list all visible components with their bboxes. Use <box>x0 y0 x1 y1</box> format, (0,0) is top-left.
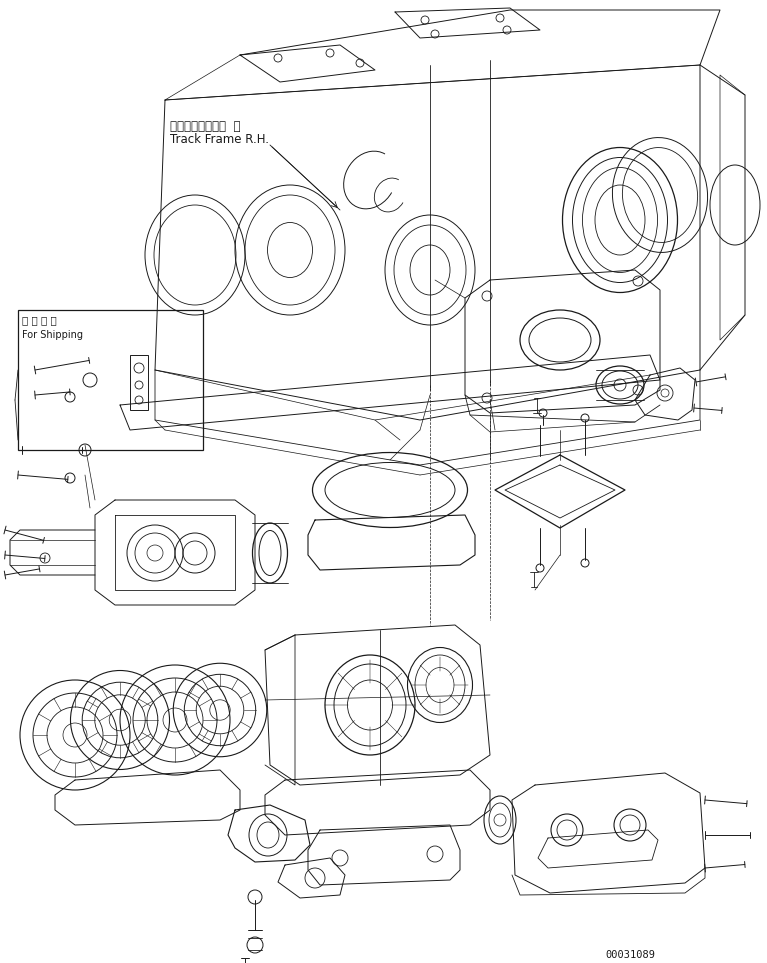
Text: 00031089: 00031089 <box>605 950 655 960</box>
Text: For Shipping: For Shipping <box>22 330 83 340</box>
Text: Track Frame R.H.: Track Frame R.H. <box>170 133 269 146</box>
Text: トラックフレーム  右: トラックフレーム 右 <box>170 120 241 133</box>
Bar <box>130 355 148 410</box>
Text: 運 搜 部 品: 運 搜 部 品 <box>22 315 57 325</box>
Bar <box>18 310 203 450</box>
